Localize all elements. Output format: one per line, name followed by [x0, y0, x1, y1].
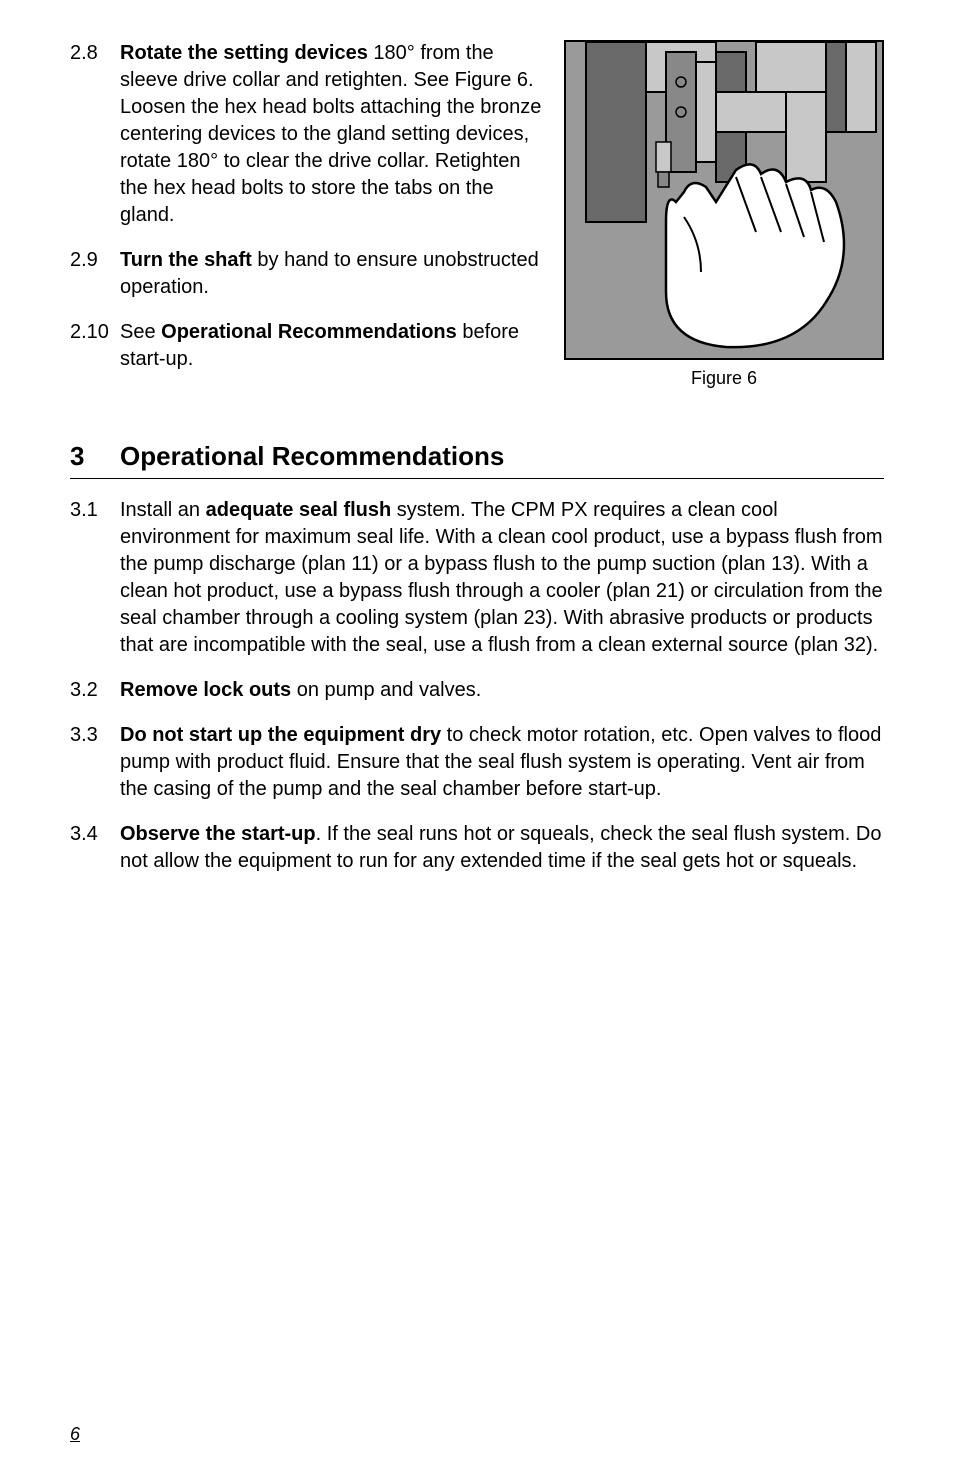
list-item: 3.4Observe the start-up. If the seal run… [70, 821, 884, 875]
figure-caption: Figure 6 [564, 368, 884, 389]
item-number: 3.1 [70, 497, 120, 659]
item-number: 3.2 [70, 677, 120, 704]
list-item: 2.9Turn the shaft by hand to ensure unob… [70, 247, 544, 301]
page-number: 6 [70, 1424, 80, 1445]
item-number: 3.3 [70, 722, 120, 803]
section-heading: 3 Operational Recommendations [70, 441, 884, 479]
mechanical-seal-diagram-icon [566, 42, 884, 360]
list-item: 2.10See Operational Recommendations befo… [70, 319, 544, 373]
item-body: Install an adequate seal flush system. T… [120, 497, 884, 659]
item-body: Remove lock outs on pump and valves. [120, 677, 884, 704]
item-body: Turn the shaft by hand to ensure unobstr… [120, 247, 544, 301]
item-number: 3.4 [70, 821, 120, 875]
section-items: 3.1Install an adequate seal flush system… [70, 497, 884, 875]
top-text-column: 2.8Rotate the setting devices 180° from … [70, 40, 544, 391]
item-body: Do not start up the equipment dry to che… [120, 722, 884, 803]
item-body: Rotate the setting devices 180° from the… [120, 40, 544, 229]
item-body: See Operational Recommendations before s… [120, 319, 544, 373]
figure-column: Figure 6 [564, 40, 884, 391]
section-title: Operational Recommendations [120, 441, 504, 472]
list-item: 3.2Remove lock outs on pump and valves. [70, 677, 884, 704]
section-number: 3 [70, 441, 120, 472]
item-body: Observe the start-up. If the seal runs h… [120, 821, 884, 875]
page-container: 2.8Rotate the setting devices 180° from … [0, 0, 954, 1475]
list-item: 3.1Install an adequate seal flush system… [70, 497, 884, 659]
item-number: 2.10 [70, 319, 120, 373]
top-section: 2.8Rotate the setting devices 180° from … [70, 40, 884, 391]
list-item: 2.8Rotate the setting devices 180° from … [70, 40, 544, 229]
figure-6-illustration [564, 40, 884, 360]
item-number: 2.9 [70, 247, 120, 301]
item-number: 2.8 [70, 40, 120, 229]
list-item: 3.3Do not start up the equipment dry to … [70, 722, 884, 803]
